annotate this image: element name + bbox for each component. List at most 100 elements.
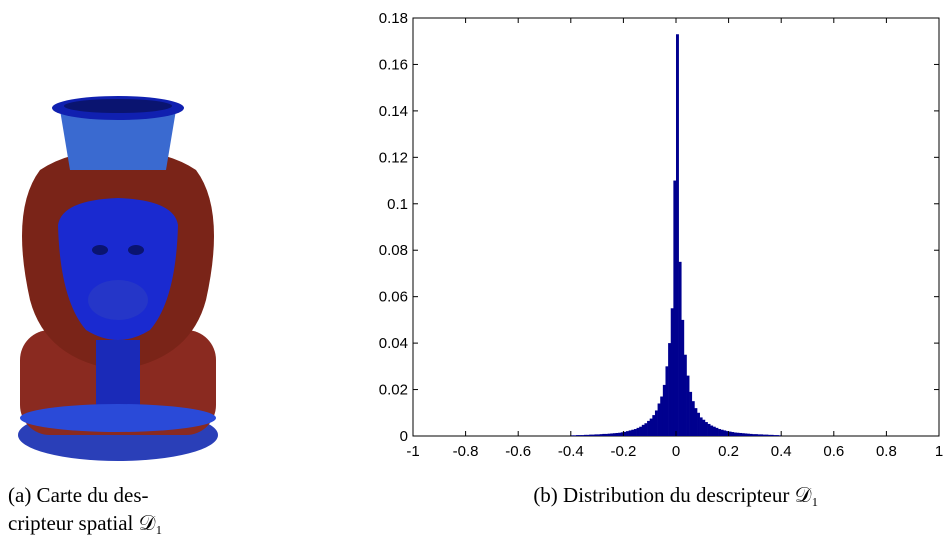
- bar: [757, 434, 761, 436]
- bar: [597, 434, 601, 436]
- bar: [668, 343, 672, 436]
- bar: [570, 435, 574, 436]
- caption-a: (a) Carte du des-: [8, 483, 149, 507]
- x-tick-label: 0.2: [718, 443, 739, 460]
- bar: [723, 430, 727, 436]
- bar: [678, 261, 682, 436]
- x-tick-label: -0.4: [558, 443, 584, 460]
- bar: [594, 434, 598, 436]
- bar: [591, 434, 595, 436]
- bar: [578, 435, 582, 436]
- bar: [778, 435, 782, 436]
- lion-vase-image: [18, 96, 218, 461]
- bar: [725, 431, 729, 436]
- bar: [581, 435, 585, 436]
- x-tick-label: 0.8: [876, 443, 897, 460]
- bar: [775, 435, 779, 436]
- bar: [694, 408, 698, 436]
- bar: [681, 319, 685, 436]
- bar: [718, 429, 722, 436]
- bar: [673, 180, 677, 436]
- x-tick-label: -0.2: [610, 443, 636, 460]
- y-tick-label: 0: [400, 428, 408, 445]
- x-tick-label: 0.6: [823, 443, 844, 460]
- x-tick-label: -0.8: [453, 443, 479, 460]
- bar: [733, 432, 737, 436]
- bar: [728, 431, 732, 436]
- bar: [647, 420, 650, 436]
- y-tick-label: 0.12: [379, 149, 408, 166]
- y-tick-label: 0.14: [379, 103, 408, 120]
- bar: [752, 434, 756, 436]
- bar: [720, 429, 724, 436]
- bar: [633, 429, 637, 436]
- bar: [620, 432, 624, 436]
- bar: [618, 432, 622, 436]
- bar: [641, 424, 645, 436]
- bar: [628, 430, 632, 436]
- bar: [702, 419, 706, 436]
- bar: [670, 308, 674, 436]
- y-tick-label: 0.08: [379, 242, 408, 259]
- y-tick-label: 0.02: [379, 382, 408, 399]
- bar: [576, 435, 579, 436]
- caption-b: (b) Distribution du descripteur 𝒟₁: [533, 483, 818, 507]
- bar: [660, 396, 664, 436]
- bar: [662, 384, 666, 436]
- bar: [631, 429, 635, 436]
- y-tick-label: 0.16: [379, 56, 408, 73]
- y-tick-label: 0.04: [379, 335, 408, 352]
- bar: [676, 34, 679, 436]
- bar: [649, 418, 653, 436]
- bar: [762, 434, 766, 436]
- bar: [715, 427, 719, 436]
- bar: [697, 412, 700, 436]
- bar: [665, 366, 669, 436]
- bar: [654, 410, 658, 436]
- bar: [652, 415, 656, 436]
- x-tick-label: -0.6: [505, 443, 531, 460]
- bar: [612, 433, 616, 436]
- bar: [623, 431, 627, 436]
- bar: [610, 433, 614, 436]
- x-tick-label: 0: [672, 443, 680, 460]
- y-tick-label: 0.18: [379, 10, 408, 27]
- bar: [707, 423, 711, 436]
- bar: [657, 403, 661, 436]
- bar: [765, 434, 769, 436]
- x-tick-label: 0.4: [771, 443, 792, 460]
- bar: [683, 354, 687, 436]
- bar: [599, 434, 603, 436]
- y-tick-label: 0.1: [387, 196, 408, 213]
- bar: [686, 375, 690, 436]
- bar: [704, 422, 708, 436]
- bar: [747, 433, 750, 436]
- bar: [644, 423, 648, 436]
- bar: [589, 434, 593, 436]
- bar: [639, 426, 643, 436]
- bar: [736, 432, 740, 436]
- caption-a: cripteur spatial 𝒟₁: [8, 511, 163, 535]
- bar: [710, 425, 714, 436]
- bar: [583, 434, 587, 436]
- bar: [744, 433, 748, 436]
- bar: [741, 433, 745, 436]
- bar: [773, 435, 777, 436]
- bar: [699, 417, 703, 436]
- bar: [602, 433, 606, 436]
- bar: [689, 391, 693, 436]
- x-tick-label: -1: [406, 443, 419, 460]
- bar: [636, 427, 640, 436]
- bar: [749, 433, 753, 436]
- bar: [691, 401, 695, 436]
- y-tick-label: 0.06: [379, 289, 408, 306]
- bar: [770, 434, 774, 436]
- bar: [712, 426, 716, 436]
- bar: [604, 433, 608, 436]
- bar: [754, 434, 758, 436]
- bar: [731, 432, 735, 436]
- bar: [626, 431, 629, 436]
- bar: [760, 434, 764, 436]
- bar: [607, 433, 611, 436]
